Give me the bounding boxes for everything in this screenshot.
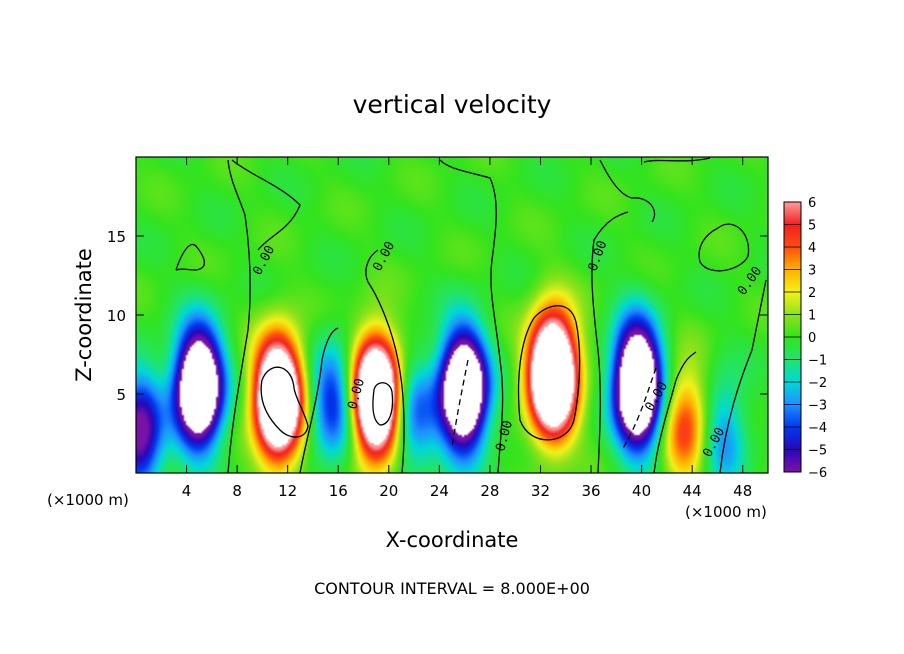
contour-interval-note: CONTOUR INTERVAL = 8.000E+00 bbox=[314, 579, 590, 598]
colorbar-tick-label: 1 bbox=[808, 309, 816, 324]
colorbar-tick-label: 0 bbox=[808, 331, 816, 346]
y-tick-label: 10 bbox=[107, 307, 126, 325]
colorbar-tick-label: 6 bbox=[808, 196, 816, 211]
x-tick-label: 16 bbox=[329, 482, 348, 500]
x-unit-right: (×1000 m) bbox=[685, 503, 767, 521]
colorbar-tick-label: −3 bbox=[808, 399, 827, 414]
zero-contour bbox=[643, 157, 711, 163]
x-unit-left: (×1000 m) bbox=[47, 491, 129, 509]
plot-area: 0.00 0.00 0.00 0.00 0.00 0.00 0.00 0.00 bbox=[136, 157, 768, 473]
x-tick-label: 40 bbox=[632, 482, 651, 500]
colorbar-tick-label: −4 bbox=[808, 421, 827, 436]
zero-contour bbox=[175, 243, 205, 271]
colorbar-tick-label: −5 bbox=[808, 444, 827, 459]
x-tick-label: 8 bbox=[232, 482, 242, 500]
zero-contour bbox=[599, 159, 656, 223]
x-tick-label: 28 bbox=[480, 482, 499, 500]
colorbar-tick-label: −6 bbox=[808, 466, 827, 481]
colorbar-ticks: 6 5 4 3 2 1 0 −1 −2 −3 −4 −5 −6 bbox=[784, 196, 827, 481]
x-axis: 4 8 12 16 20 24 28 32 36 40 44 48 bbox=[182, 157, 752, 500]
zero-contour bbox=[719, 279, 767, 473]
chart-title: vertical velocity bbox=[353, 90, 552, 119]
zero-contour bbox=[299, 327, 339, 473]
colorbar: 6 5 4 3 2 1 0 −1 −2 −3 −4 −5 −6 bbox=[783, 196, 827, 481]
y-tick-label: 15 bbox=[107, 228, 126, 246]
colorbar-tick-label: −1 bbox=[808, 354, 827, 369]
contours bbox=[175, 157, 767, 473]
x-tick-label: 12 bbox=[278, 482, 297, 500]
x-tick-label: 48 bbox=[733, 482, 752, 500]
zero-contour bbox=[439, 159, 504, 473]
contour-positive bbox=[260, 366, 309, 438]
x-tick-label: 32 bbox=[531, 482, 550, 500]
contour-positive bbox=[517, 305, 581, 441]
colorbar-tick-label: 3 bbox=[808, 264, 816, 279]
colorbar-tick-label: 5 bbox=[808, 219, 816, 234]
colorbar-tick-label: 2 bbox=[808, 286, 816, 301]
zero-contour bbox=[653, 351, 697, 473]
zero-contour bbox=[227, 159, 251, 473]
zero-contour bbox=[591, 211, 629, 473]
contour-negative bbox=[621, 367, 657, 451]
y-axis: 5 10 15 bbox=[107, 228, 768, 404]
x-axis-label: X-coordinate bbox=[386, 528, 519, 552]
contour-positive bbox=[372, 382, 394, 426]
x-tick-label: 20 bbox=[379, 482, 398, 500]
x-tick-label: 36 bbox=[581, 482, 600, 500]
x-tick-label: 44 bbox=[683, 482, 702, 500]
colorbar-tick-label: 4 bbox=[808, 241, 816, 256]
zero-contour bbox=[698, 223, 750, 272]
zero-contour bbox=[365, 249, 405, 473]
x-tick-label: 4 bbox=[182, 482, 192, 500]
colorbar-tick-label: −2 bbox=[808, 376, 827, 391]
y-tick-label: 5 bbox=[116, 386, 126, 404]
contour-negative bbox=[451, 359, 469, 449]
zero-contour bbox=[231, 159, 301, 251]
x-tick-label: 24 bbox=[430, 482, 449, 500]
y-axis-label: Z-coordinate bbox=[72, 248, 96, 382]
velocity-field bbox=[136, 157, 768, 473]
